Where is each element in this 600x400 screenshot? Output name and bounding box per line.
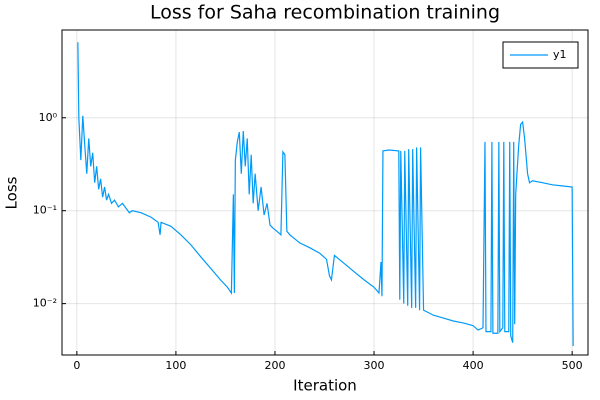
x-tick-label: 200 <box>264 359 285 372</box>
line-series <box>77 42 574 346</box>
y-axis-label: Loss <box>3 176 21 209</box>
x-axis-label: Iteration <box>293 377 357 395</box>
y-tick-label: 10⁻¹ <box>33 204 57 217</box>
x-tick-label: 400 <box>463 359 484 372</box>
x-tick-label: 300 <box>364 359 385 372</box>
x-tick-label: 500 <box>562 359 583 372</box>
plot-frame <box>61 29 589 356</box>
legend-label: y1 <box>553 48 567 61</box>
x-tick-label: 0 <box>73 359 80 372</box>
y-tick-label: 10⁻² <box>33 297 57 310</box>
x-tick-label: 100 <box>165 359 186 372</box>
y-tick-label: 10⁰ <box>39 111 58 124</box>
chart-title: Loss for Saha recombination training <box>150 2 500 24</box>
